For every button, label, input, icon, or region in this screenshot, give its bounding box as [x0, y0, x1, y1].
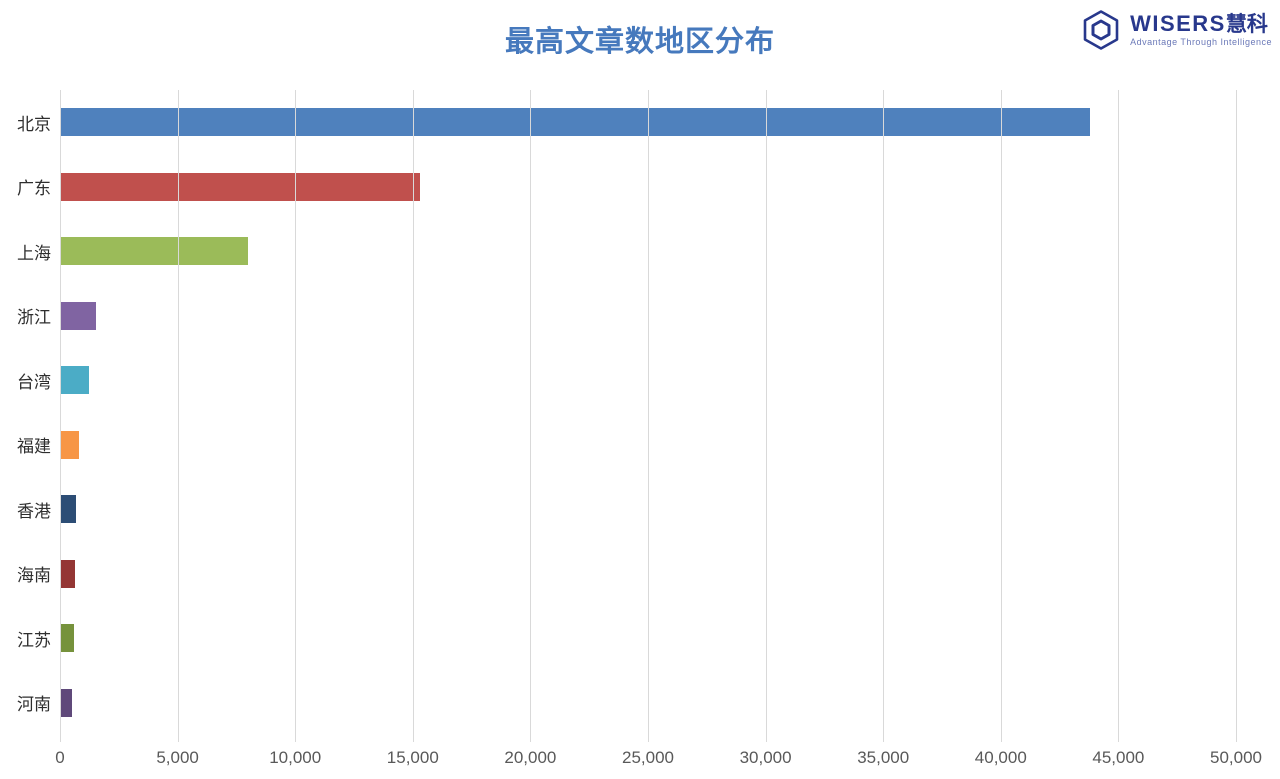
x-tick-label: 45,000 [1092, 748, 1145, 767]
x-axis: 0 5,000 10,000 15,000 20,000 25,000 30,000 35,0… [55, 748, 1262, 774]
chart-row: 香港 [17, 477, 1236, 542]
chart-row: 海南 [17, 542, 1236, 607]
brand-tagline: Advantage Through Intelligence [1130, 37, 1272, 47]
bar-浙江 [60, 301, 97, 330]
bar-香港 [60, 495, 76, 524]
gridline [1236, 90, 1237, 742]
category-label: 台湾 [17, 372, 51, 392]
category-label: 广东 [17, 179, 51, 199]
chart-row: 上海 [17, 219, 1236, 284]
gridline [530, 90, 532, 742]
bar-广东 [60, 172, 420, 201]
wisers-hexagon-icon [1083, 10, 1119, 50]
chart-row: 广东 [17, 155, 1236, 220]
bar-上海 [60, 237, 249, 266]
chart-row: 台湾 [17, 348, 1236, 413]
x-tick-label: 20,000 [504, 748, 557, 767]
brand-name: WISERS [1130, 11, 1226, 36]
gridline [883, 90, 885, 742]
category-label: 浙江 [17, 308, 51, 328]
x-tick-label: 5,000 [156, 748, 199, 767]
wisers-logo-text: WISERS 慧科 Advantage Through Intelligence [1130, 13, 1272, 47]
wisers-logo: WISERS 慧科 Advantage Through Intelligence [1079, 8, 1272, 52]
chart-row: 北京 [17, 90, 1236, 155]
gridline [1118, 90, 1120, 742]
chart-row: 浙江 [17, 284, 1236, 349]
x-tick-label: 35,000 [857, 748, 910, 767]
chart-row: 江苏 [17, 606, 1236, 671]
category-label: 上海 [17, 243, 51, 263]
brand-name-cjk: 慧科 [1225, 13, 1268, 36]
bar-河南 [60, 688, 72, 717]
category-label: 河南 [17, 695, 51, 715]
chart-row: 河南 [17, 671, 1236, 736]
gridline [412, 90, 414, 742]
gridline [295, 90, 297, 742]
bar-台湾 [60, 366, 90, 395]
gridline [1000, 90, 1002, 742]
category-label: 福建 [17, 437, 51, 457]
x-tick-label: 30,000 [739, 748, 792, 767]
x-tick-label: 0 [55, 748, 65, 767]
x-tick-label: 25,000 [622, 748, 674, 767]
bar-rows: 北京广东上海浙江台湾福建香港海南江苏河南 [17, 90, 1236, 736]
bar-福建 [60, 430, 79, 459]
gridline [177, 90, 179, 742]
bar-海南 [60, 559, 76, 588]
gridline [60, 90, 61, 742]
plot-area: 北京广东上海浙江台湾福建香港海南江苏河南 [17, 90, 1237, 742]
category-label: 海南 [17, 566, 51, 586]
x-tick-label: 10,000 [269, 748, 322, 767]
category-label: 江苏 [17, 630, 51, 650]
category-label: 香港 [17, 501, 51, 521]
bar-江苏 [60, 624, 75, 653]
page-title: 最高文章数地区分布 [504, 26, 775, 58]
x-tick-label: 15,000 [386, 748, 439, 767]
category-label: 北京 [17, 114, 51, 134]
x-tick-label: 40,000 [974, 748, 1027, 767]
gridline [648, 90, 649, 742]
chart-row: 福建 [17, 413, 1236, 478]
bar-北京 [60, 108, 1091, 137]
gridline [765, 90, 767, 742]
x-tick-label: 50,000 [1210, 748, 1262, 767]
